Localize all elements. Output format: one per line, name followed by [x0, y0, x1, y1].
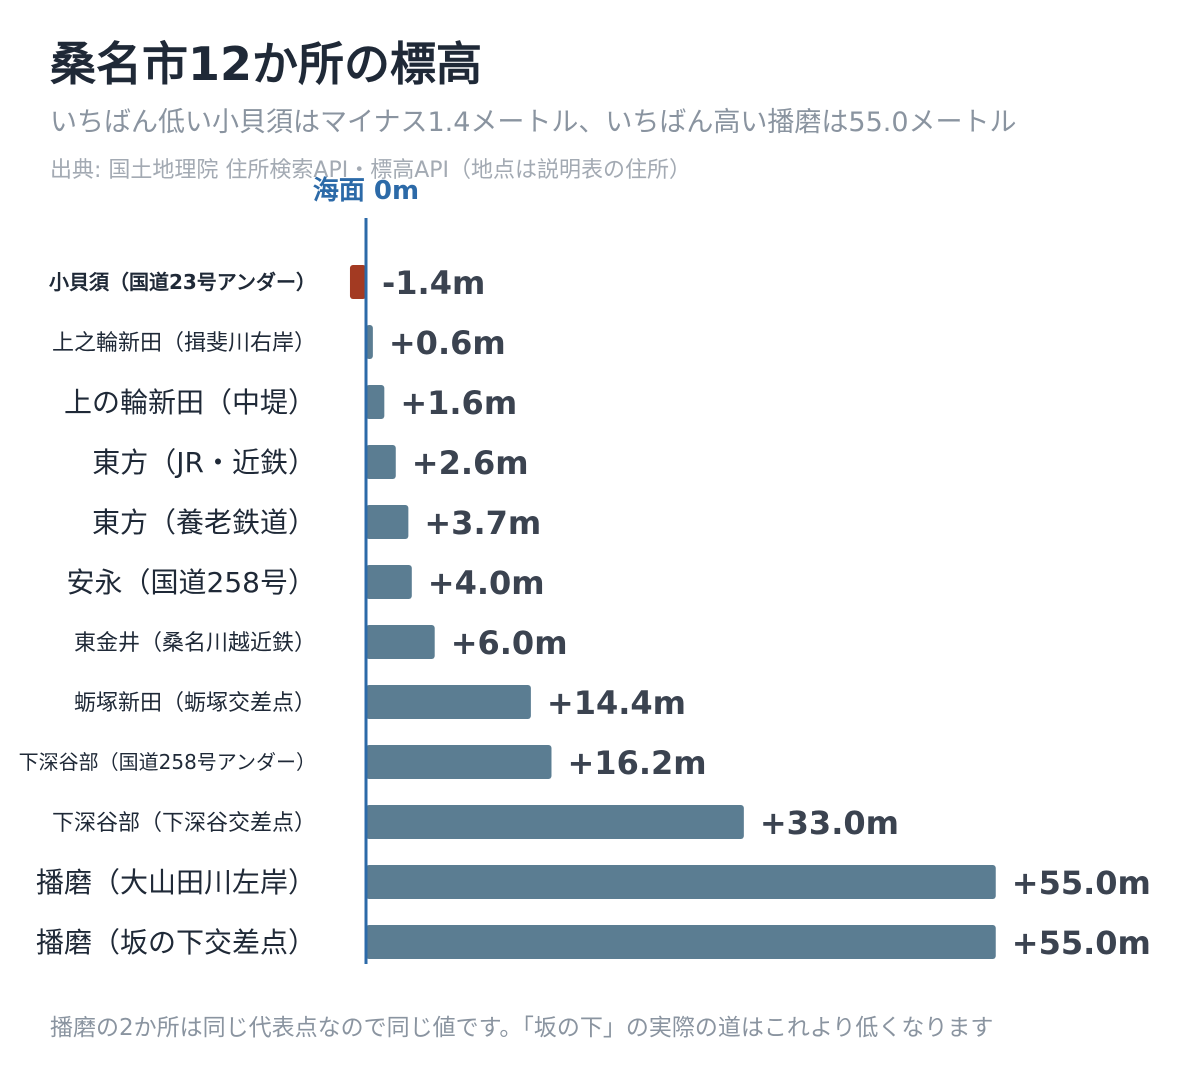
category-label: 下深谷部（下深谷交差点） [52, 811, 316, 836]
bar [366, 565, 412, 599]
bar [366, 445, 396, 479]
category-label: 上の輪新田（中堤） [64, 386, 316, 419]
value-label: +0.6m [389, 324, 506, 362]
value-label: +55.0m [1012, 864, 1151, 902]
bar [366, 325, 373, 359]
footnote: 播磨の2か所は同じ代表点なので同じ値です。「坂の下」の実際の道はこれより低くなり… [50, 1015, 994, 1041]
page-subtitle: いちばん低い小貝須はマイナス1.4メートル、いちばん高い播磨は55.0メートル [50, 107, 1017, 138]
value-label: +2.6m [412, 444, 529, 482]
value-label: +3.7m [424, 504, 541, 542]
bar [366, 505, 409, 539]
bar [366, 625, 435, 659]
category-label: 安永（国道258号） [67, 566, 316, 599]
source-note: 出典: 国土地理院 住所検索API・標高API（地点は説明表の住所） [50, 158, 692, 183]
category-label: 東方（養老鉄道） [92, 506, 316, 539]
category-label: 東方（JR・近鉄） [92, 446, 316, 479]
value-label: +33.0m [760, 804, 899, 842]
category-label: 播磨（坂の下交差点） [36, 926, 316, 959]
category-label: 上之輪新田（揖斐川右岸） [52, 331, 316, 356]
category-label: 蛎塚新田（蛎塚交差点） [74, 691, 316, 716]
bar [366, 925, 996, 959]
bar [366, 865, 996, 899]
zero-line-label: 海面 0m [313, 176, 419, 206]
category-label: 下深谷部（国道258号アンダー） [19, 750, 316, 774]
value-label: +16.2m [567, 744, 706, 782]
category-label: 播磨（大山田川左岸） [36, 866, 316, 899]
bar [366, 805, 744, 839]
value-label: +1.6m [400, 384, 517, 422]
value-label: +55.0m [1012, 924, 1151, 962]
category-label: 小貝須（国道23号アンダー） [49, 270, 316, 294]
bar [366, 685, 531, 719]
value-label: +14.4m [547, 684, 686, 722]
bar [366, 745, 552, 779]
bar [366, 385, 385, 419]
page-title: 桑名市12か所の標高 [50, 37, 483, 91]
value-label: +6.0m [451, 624, 568, 662]
bar [349, 265, 366, 299]
value-label: +4.0m [428, 564, 545, 602]
value-label: -1.4m [382, 264, 485, 302]
category-label: 東金井（桑名川越近鉄） [74, 631, 316, 656]
